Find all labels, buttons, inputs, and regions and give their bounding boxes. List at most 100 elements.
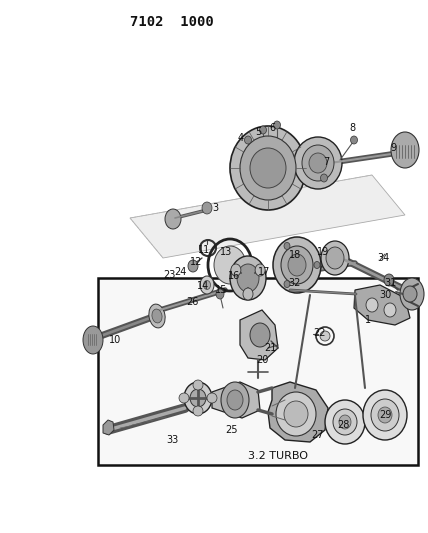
Text: 27: 27 xyxy=(312,430,324,440)
Ellipse shape xyxy=(288,254,306,276)
Ellipse shape xyxy=(391,132,419,168)
Ellipse shape xyxy=(230,256,266,300)
Ellipse shape xyxy=(302,145,334,181)
Ellipse shape xyxy=(250,323,270,347)
Polygon shape xyxy=(354,285,410,325)
Ellipse shape xyxy=(203,280,211,289)
Text: 7: 7 xyxy=(323,157,329,167)
Ellipse shape xyxy=(403,286,417,302)
Ellipse shape xyxy=(243,288,253,300)
Ellipse shape xyxy=(230,126,306,210)
Text: 16: 16 xyxy=(228,271,240,281)
Ellipse shape xyxy=(237,264,259,292)
Text: 21: 21 xyxy=(264,343,276,353)
Ellipse shape xyxy=(200,276,214,294)
Ellipse shape xyxy=(188,260,198,272)
Ellipse shape xyxy=(231,264,241,276)
Text: 26: 26 xyxy=(186,297,198,307)
Polygon shape xyxy=(212,382,260,418)
Ellipse shape xyxy=(83,326,103,354)
Text: 13: 13 xyxy=(220,247,232,257)
Ellipse shape xyxy=(214,246,246,284)
Ellipse shape xyxy=(321,174,327,182)
Polygon shape xyxy=(130,175,405,258)
Ellipse shape xyxy=(284,280,290,287)
Text: 14: 14 xyxy=(197,281,209,291)
Text: 20: 20 xyxy=(256,355,268,365)
Ellipse shape xyxy=(314,262,320,269)
Ellipse shape xyxy=(378,407,392,423)
Ellipse shape xyxy=(284,401,308,427)
Text: 17: 17 xyxy=(258,267,270,277)
Polygon shape xyxy=(268,382,328,442)
Text: 5: 5 xyxy=(255,127,261,137)
Ellipse shape xyxy=(339,415,351,429)
Text: 33: 33 xyxy=(166,435,178,445)
Text: 11: 11 xyxy=(198,245,210,255)
Ellipse shape xyxy=(165,209,181,229)
Text: 29: 29 xyxy=(379,410,391,420)
Ellipse shape xyxy=(294,137,342,189)
Ellipse shape xyxy=(259,126,267,134)
Ellipse shape xyxy=(384,303,396,317)
Bar xyxy=(98,278,418,465)
Ellipse shape xyxy=(366,298,378,312)
Ellipse shape xyxy=(384,274,394,286)
Ellipse shape xyxy=(371,399,399,431)
Text: 15: 15 xyxy=(215,285,227,295)
Text: 4: 4 xyxy=(238,133,244,143)
Text: 32: 32 xyxy=(289,278,301,288)
Text: 10: 10 xyxy=(109,335,121,345)
Ellipse shape xyxy=(216,289,224,299)
Text: 19: 19 xyxy=(317,247,329,257)
Ellipse shape xyxy=(309,153,327,173)
Polygon shape xyxy=(103,420,114,435)
Ellipse shape xyxy=(363,390,407,440)
Ellipse shape xyxy=(184,382,212,414)
Ellipse shape xyxy=(284,243,290,249)
Text: 22: 22 xyxy=(314,328,326,338)
Ellipse shape xyxy=(281,246,313,284)
Ellipse shape xyxy=(207,393,217,403)
Text: 34: 34 xyxy=(377,253,389,263)
Text: 28: 28 xyxy=(337,420,349,430)
Ellipse shape xyxy=(193,380,203,390)
Text: 23: 23 xyxy=(163,270,175,280)
Ellipse shape xyxy=(326,247,344,269)
Text: 25: 25 xyxy=(226,425,238,435)
Text: 24: 24 xyxy=(174,267,186,277)
Text: 31: 31 xyxy=(384,278,396,288)
Text: 8: 8 xyxy=(349,123,355,133)
Ellipse shape xyxy=(273,237,321,293)
Ellipse shape xyxy=(152,309,162,323)
Text: 9: 9 xyxy=(390,143,396,153)
Ellipse shape xyxy=(333,409,357,435)
Ellipse shape xyxy=(273,121,280,129)
Ellipse shape xyxy=(202,202,212,214)
Text: 7102  1000: 7102 1000 xyxy=(130,15,214,29)
Ellipse shape xyxy=(240,136,296,200)
Text: 3: 3 xyxy=(212,203,218,213)
Ellipse shape xyxy=(193,406,203,416)
Ellipse shape xyxy=(221,382,249,418)
Ellipse shape xyxy=(276,392,316,436)
Ellipse shape xyxy=(321,241,349,275)
Ellipse shape xyxy=(227,390,243,410)
Ellipse shape xyxy=(179,393,189,403)
Text: 30: 30 xyxy=(379,290,391,300)
Ellipse shape xyxy=(400,278,424,310)
Text: 6: 6 xyxy=(269,123,275,133)
Ellipse shape xyxy=(149,304,165,328)
Text: 1: 1 xyxy=(365,315,371,325)
Ellipse shape xyxy=(190,389,206,407)
Polygon shape xyxy=(240,310,278,360)
Text: 18: 18 xyxy=(289,250,301,260)
Ellipse shape xyxy=(255,264,265,276)
Text: 3.2 TURBO: 3.2 TURBO xyxy=(248,451,308,461)
Text: 12: 12 xyxy=(190,257,202,267)
Ellipse shape xyxy=(351,136,357,144)
Ellipse shape xyxy=(250,148,286,188)
Ellipse shape xyxy=(320,331,330,341)
Ellipse shape xyxy=(244,136,252,144)
Ellipse shape xyxy=(325,400,365,444)
